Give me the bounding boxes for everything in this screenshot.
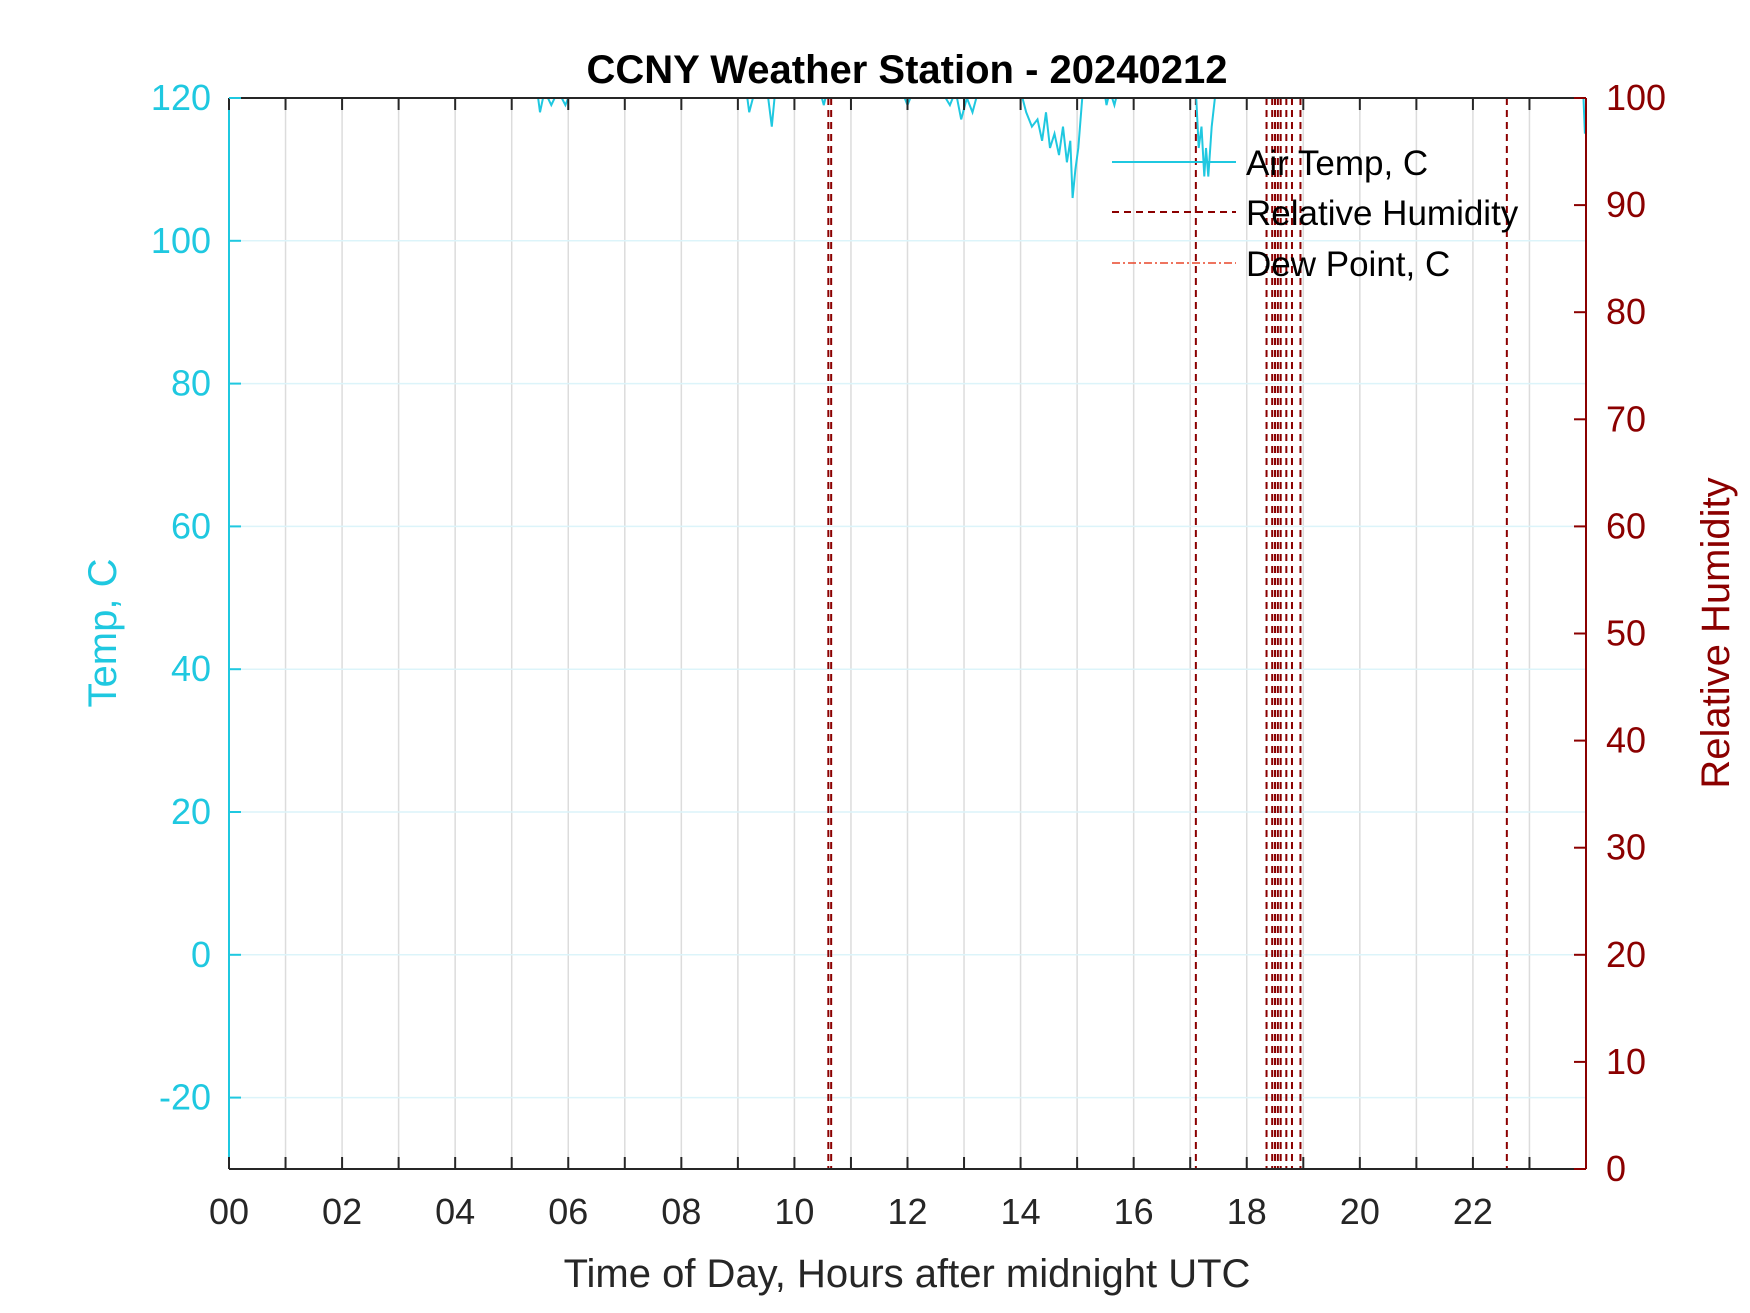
left-y-tick-label: 80 (171, 363, 211, 404)
legend-label-relative-humidity: Relative Humidity (1246, 194, 1519, 233)
chart-title: CCNY Weather Station - 20240212 (587, 48, 1228, 92)
left-y-tick-label: 120 (151, 77, 211, 118)
right-y-tick-label: 10 (1606, 1041, 1646, 1082)
x-axis-label: Time of Day, Hours after midnight UTC (564, 1252, 1251, 1296)
x-tick-label: 16 (1114, 1191, 1154, 1232)
x-tick-label: 14 (1001, 1191, 1041, 1232)
x-tick-label: 02 (322, 1191, 362, 1232)
right-y-tick-label: 70 (1606, 398, 1646, 439)
x-tick-label: 06 (548, 1191, 588, 1232)
right-y-tick-label: 50 (1606, 613, 1646, 654)
x-tick-label: 22 (1453, 1191, 1493, 1232)
x-tick-label: 18 (1227, 1191, 1267, 1232)
right-y-tick-label: 80 (1606, 291, 1646, 332)
left-y-tick-label: 100 (151, 220, 211, 261)
x-tick-label: 08 (661, 1191, 701, 1232)
legend-label-dew-point: Dew Point, C (1246, 245, 1450, 284)
left-y-tick-label: -20 (159, 1077, 211, 1118)
air-temp-line (537, 98, 570, 113)
right-y-axis-label: Relative Humidity (1694, 477, 1738, 788)
right-y-tick-label: 90 (1606, 184, 1646, 225)
x-tick-label: 10 (774, 1191, 814, 1232)
left-y-tick-label: 40 (171, 648, 211, 689)
data-series (537, 98, 1586, 1169)
x-tick-label: 20 (1340, 1191, 1380, 1232)
right-y-tick-label: 60 (1606, 505, 1646, 546)
left-y-axis-label: Temp, C (81, 559, 125, 708)
right-y-tick-label: 20 (1606, 934, 1646, 975)
legend-label-air-temp: Air Temp, C (1246, 144, 1428, 183)
right-y-tick-label: 40 (1606, 720, 1646, 761)
left-y-tick-label: 60 (171, 505, 211, 546)
x-tick-label: 12 (887, 1191, 927, 1232)
axis-ticks: 00 02 04 06 08 10 12 14 16 18 20 22-200204060801001… (151, 77, 1666, 1232)
air-temp-line (903, 98, 1118, 199)
right-y-tick-label: 30 (1606, 827, 1646, 868)
x-tick-label: 04 (435, 1191, 475, 1232)
left-y-tick-label: 20 (171, 791, 211, 832)
left-y-tick-label: 0 (191, 934, 211, 975)
air-temp-line (746, 98, 827, 127)
grid-lines (229, 97, 1586, 1169)
legend: Air Temp, C Relative Humidity Dew Point,… (1112, 144, 1519, 284)
right-y-tick-label: 100 (1606, 77, 1666, 118)
right-y-tick-label: 0 (1606, 1148, 1626, 1189)
x-tick-label: 00 (209, 1191, 249, 1232)
